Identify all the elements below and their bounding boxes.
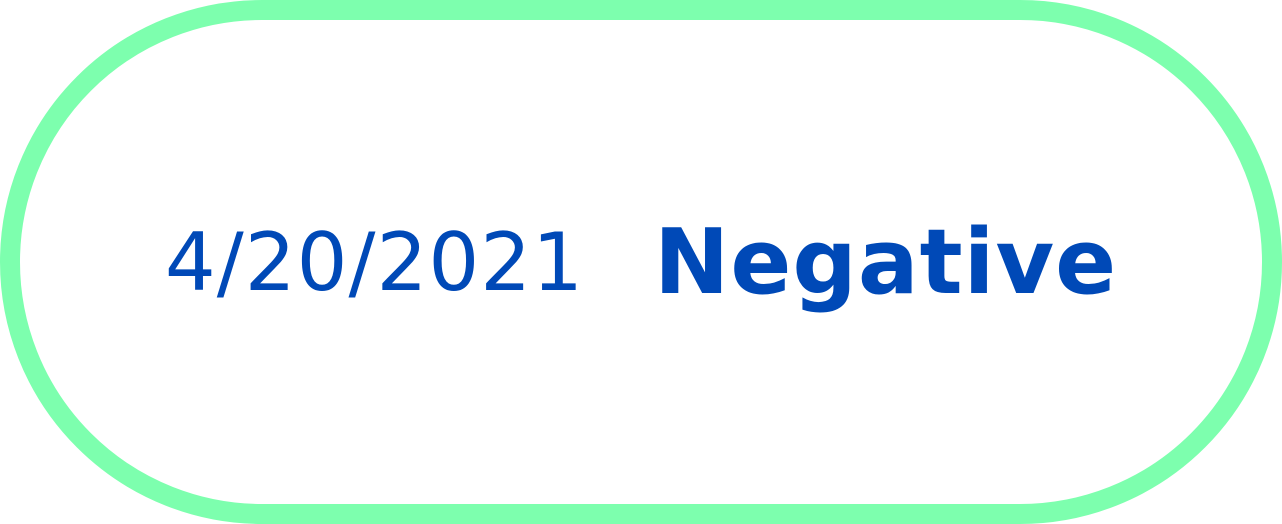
test-result-status: Negative [654, 209, 1118, 315]
test-date: 4/20/2021 [164, 215, 585, 309]
